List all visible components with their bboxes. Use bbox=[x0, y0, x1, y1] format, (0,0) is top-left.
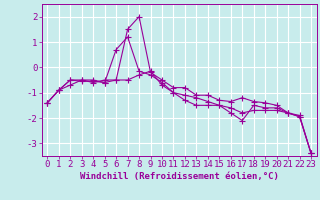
X-axis label: Windchill (Refroidissement éolien,°C): Windchill (Refroidissement éolien,°C) bbox=[80, 172, 279, 181]
